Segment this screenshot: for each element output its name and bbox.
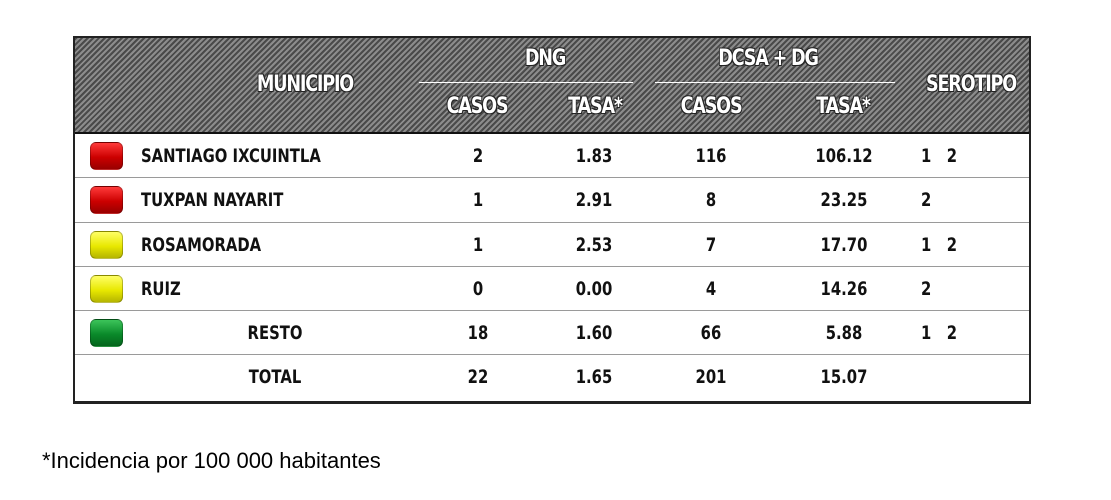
header-divider-dng	[419, 82, 633, 83]
table-row: RUIZ 0 0.00 4 14.26 2	[75, 267, 1029, 312]
cell-dng-tasa: 0.00	[575, 277, 613, 300]
cell-dng-tasa: 1.60	[575, 322, 613, 345]
cell-serotipo: 1 2	[921, 145, 958, 167]
cell-total-label: TOTAL	[248, 366, 302, 389]
footnote: *Incidencia por 100 000 habitantes	[42, 448, 381, 473]
cell-dng-casos: 2	[472, 145, 484, 167]
header-serotipo: SEROTIPO	[925, 72, 1017, 97]
cell-dcsa-casos: 7	[705, 233, 717, 256]
header-group-dcsa: DCSA + DG	[718, 46, 819, 71]
table-row: SANTIAGO IXCUINTLA 2 1.83 116 106.12 1 2	[75, 134, 1029, 179]
cell-dng-casos: 22	[467, 366, 489, 389]
status-swatch-red	[90, 186, 123, 215]
cell-dcsa-casos: 201	[695, 366, 727, 389]
cell-dcsa-tasa: 14.26	[820, 277, 868, 300]
incidence-table: MUNICIPIO DNG DCSA + DG SEROTIPO CASOS T…	[73, 36, 1031, 404]
cell-dcsa-casos: 4	[705, 277, 717, 300]
cell-dng-tasa: 2.53	[575, 233, 613, 256]
cell-dng-casos: 1	[472, 189, 484, 212]
table-row: ROSAMORADA 1 2.53 7 17.70 1 2	[75, 223, 1029, 267]
header-divider-dcsa	[655, 82, 895, 83]
cell-dng-casos: 18	[467, 322, 489, 345]
cell-dng-tasa: 1.65	[575, 366, 613, 389]
table-body: SANTIAGO IXCUINTLA 2 1.83 116 106.12 1 2…	[75, 134, 1029, 400]
cell-dcsa-tasa: 15.07	[820, 366, 868, 389]
cell-serotipo: 1 2	[921, 233, 958, 256]
header-dng-tasa: TASA*	[568, 94, 623, 119]
status-swatch-green	[90, 319, 123, 348]
cell-dng-casos: 0	[472, 277, 484, 300]
cell-serotipo: 1 2	[921, 322, 958, 345]
cell-serotipo: 2	[921, 277, 932, 300]
header-dcsa-casos: CASOS	[680, 94, 743, 119]
cell-dcsa-tasa: 23.25	[820, 189, 868, 212]
cell-dcsa-casos: 8	[705, 189, 717, 212]
table-row-total: TOTAL 22 1.65 201 15.07	[75, 355, 1029, 399]
status-swatch-yellow	[90, 274, 123, 303]
cell-serotipo: 2	[921, 189, 932, 212]
header-dng-casos: CASOS	[446, 94, 509, 119]
cell-dng-tasa: 2.91	[575, 189, 613, 212]
table-row: RESTO 18 1.60 66 5.88 1 2	[75, 311, 1029, 356]
table-header: MUNICIPIO DNG DCSA + DG SEROTIPO CASOS T…	[75, 38, 1029, 134]
table-row: TUXPAN NAYARIT 1 2.91 8 23.25 2	[75, 178, 1029, 223]
cell-dcsa-tasa: 5.88	[825, 322, 863, 345]
cell-dcsa-casos: 116	[695, 145, 727, 167]
cell-municipio: RESTO	[247, 322, 303, 345]
header-dcsa-tasa: TASA*	[816, 94, 871, 119]
cell-dcsa-tasa: 106.12	[815, 145, 873, 167]
cell-dng-casos: 1	[472, 233, 484, 256]
cell-municipio: RUIZ	[141, 277, 181, 300]
cell-dng-tasa: 1.83	[575, 145, 613, 167]
header-group-dng: DNG	[524, 46, 566, 71]
cell-dcsa-tasa: 17.70	[820, 233, 868, 256]
cell-municipio: TUXPAN NAYARIT	[141, 189, 284, 212]
header-municipio: MUNICIPIO	[256, 72, 354, 97]
status-swatch-red	[90, 142, 123, 170]
status-swatch-yellow	[90, 230, 123, 259]
cell-municipio: ROSAMORADA	[141, 233, 262, 256]
cell-dcsa-casos: 66	[700, 322, 722, 345]
cell-municipio: SANTIAGO IXCUINTLA	[141, 145, 321, 167]
